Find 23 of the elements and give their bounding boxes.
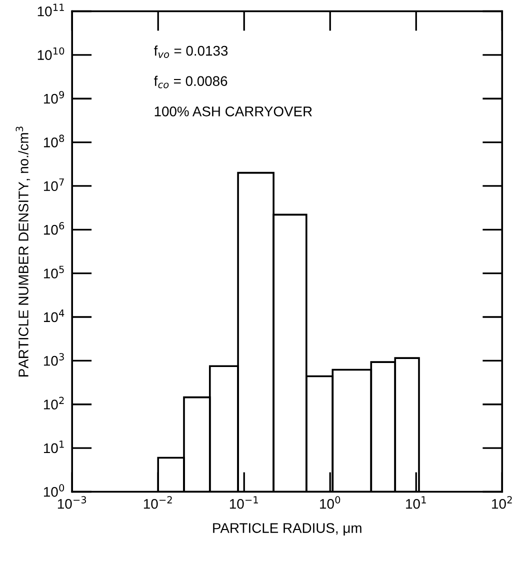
y-tick-label: 10$^{10}$ (38, 47, 64, 60)
y-tick-label: 10$^{6}$ (44, 222, 64, 235)
annotation: 100% ASH CARRYOVER (154, 106, 312, 116)
x-tick-label: 10$^{−1}$ (230, 496, 258, 509)
annotation: f$_{co}$ = 0.0086 (154, 76, 228, 88)
y-tick-label: 10$^{7}$ (44, 178, 64, 192)
y-tick-label: 10$^{11}$ (38, 4, 64, 16)
x-tick-label: 10$^{2}$ (492, 496, 512, 509)
y-tick-label: 10$^{0}$ (44, 484, 64, 497)
x-axis-title: PARTICLE RADIUS, μm (213, 523, 362, 536)
y-tick-label: 10$^{5}$ (44, 266, 64, 278)
y-tick-label: 10$^{2}$ (44, 396, 64, 410)
x-tick-label: 10$^{0}$ (320, 496, 340, 509)
y-tick-label: 10$^{9}$ (44, 91, 64, 104)
annotation: f$_{vo}$ = 0.0133 (154, 46, 228, 58)
x-tick-label: 10$^{−3}$ (58, 496, 86, 509)
x-tick-label: 10$^{−2}$ (144, 496, 172, 509)
y-tick-label: 10$^{3}$ (44, 353, 64, 366)
y-axis-title: PARTICLE NUMBER DENSITY, no./cm$^{3}$ (16, 126, 30, 376)
y-tick-label: 10$^{8}$ (44, 134, 64, 148)
x-tick-label: 10$^{1}$ (406, 496, 426, 509)
y-tick-label: 10$^{4}$ (44, 310, 64, 322)
y-tick-label: 10$^{1}$ (44, 440, 64, 454)
